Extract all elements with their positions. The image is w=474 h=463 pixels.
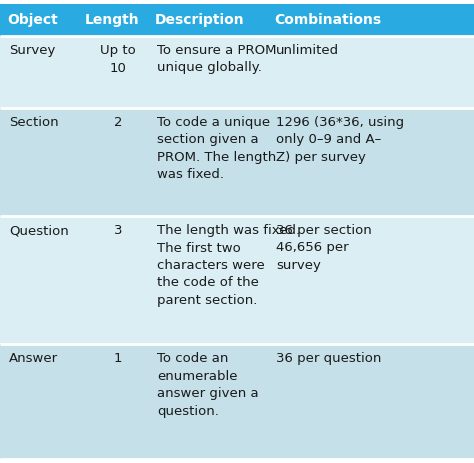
Text: Question: Question [9,224,69,237]
Text: To code a unique
section given a
PROM. The length
was fixed.: To code a unique section given a PROM. T… [157,116,276,181]
Bar [0,4,474,36]
Text: 1: 1 [114,352,122,365]
Text: Up to
10: Up to 10 [100,44,136,75]
Text: 2: 2 [114,116,122,129]
Text: 36 per question: 36 per question [276,352,382,365]
Text: To code an
enumerable
answer given a
question.: To code an enumerable answer given a que… [157,352,259,418]
Text: 36 per section
46,656 per
survey: 36 per section 46,656 per survey [276,224,372,272]
Text: 3: 3 [114,224,122,237]
Text: Description: Description [155,13,245,27]
Text: Length: Length [85,13,140,27]
Bar [0,108,474,216]
Text: unlimited: unlimited [276,44,339,57]
Text: Answer: Answer [9,352,58,365]
Text: Object: Object [7,13,58,27]
Text: The length was fixed.
The first two
characters were
the code of the
parent secti: The length was fixed. The first two char… [157,224,300,307]
Text: Combinations: Combinations [274,13,381,27]
Bar [0,216,474,344]
Text: To ensure a PROM
unique globally.: To ensure a PROM unique globally. [157,44,276,75]
Text: Survey: Survey [9,44,55,57]
Bar [0,344,474,459]
Text: 1296 (36*36, using
only 0–9 and A–
Z) per survey: 1296 (36*36, using only 0–9 and A– Z) pe… [276,116,404,164]
Bar [0,36,474,108]
Text: Section: Section [9,116,59,129]
